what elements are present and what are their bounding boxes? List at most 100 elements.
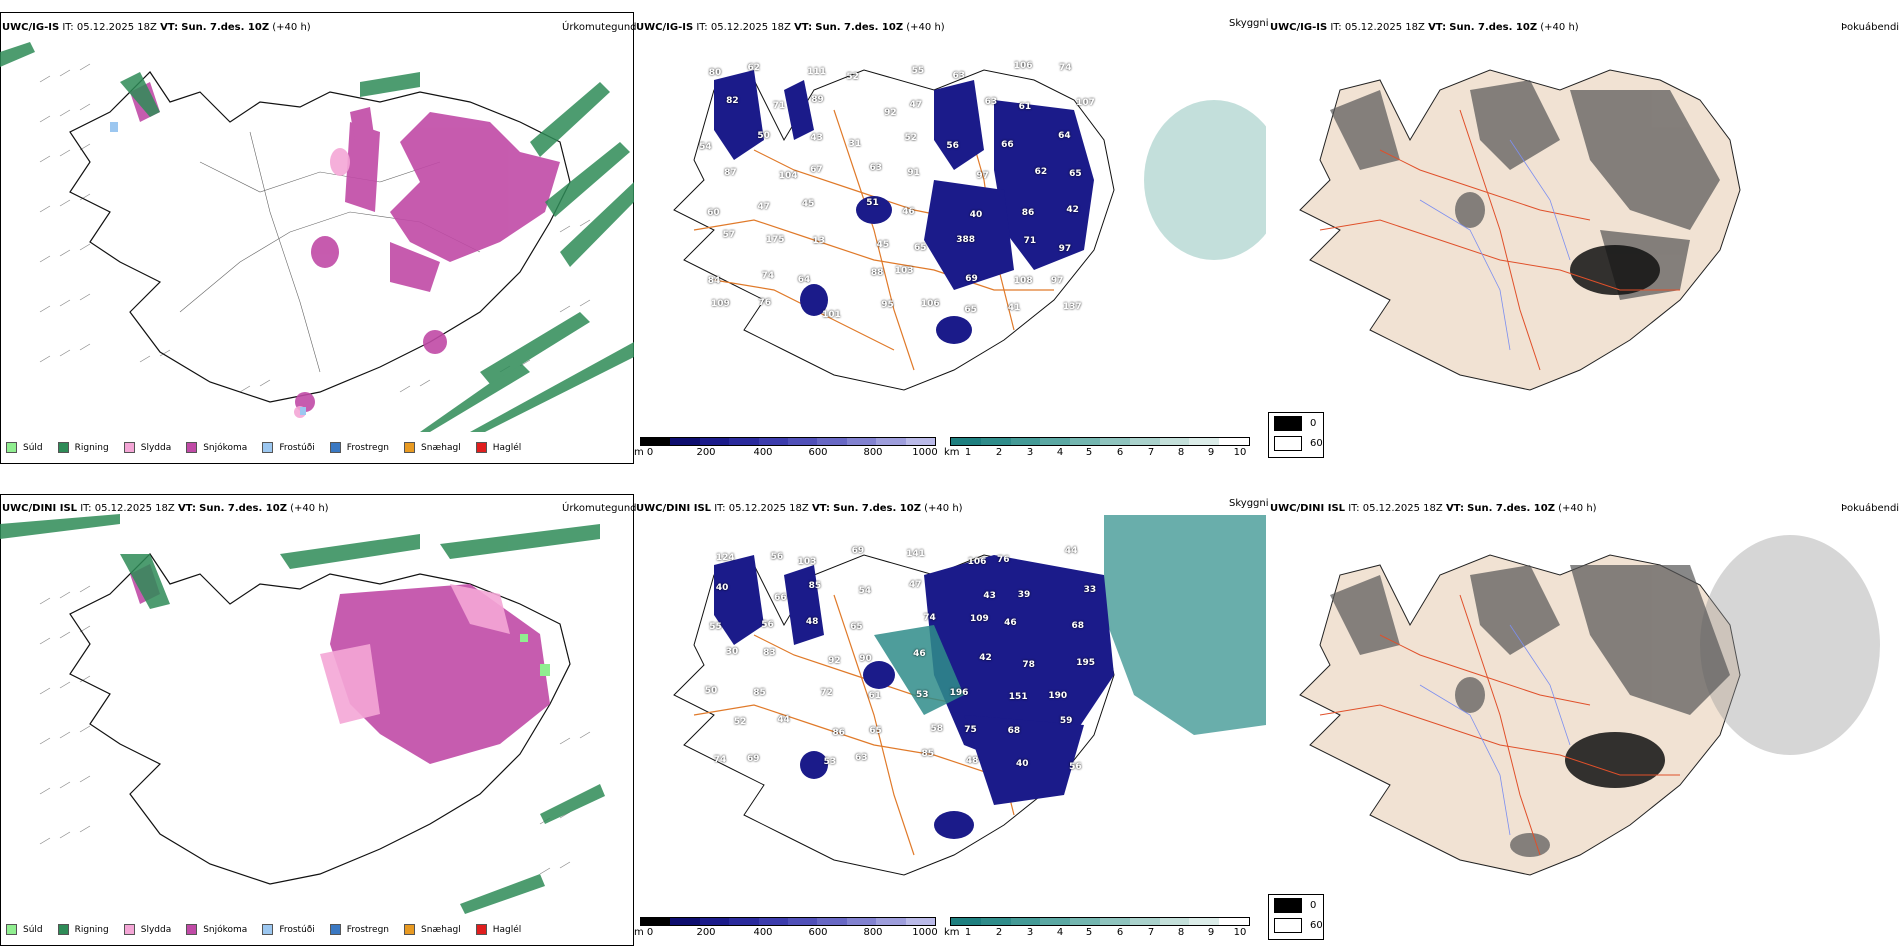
legend-label: Rigning xyxy=(74,924,109,935)
visibility-unit: km xyxy=(944,447,960,458)
legend-swatch xyxy=(123,442,135,453)
panel-visibility-bottom: 124 56 103 69 141 106 76 44 40 66 85 54 47 43 39 33 55 56… xyxy=(634,515,1266,925)
legend-item: Slydda xyxy=(123,924,171,935)
visibility-value-label: 74 xyxy=(1058,63,1072,74)
visibility-value-label: 48 xyxy=(805,617,819,628)
visibility-value-label: 41 xyxy=(1007,302,1021,313)
visibility-tick: 1 xyxy=(964,927,972,938)
panel-fog-bottom xyxy=(1270,515,1900,925)
visibility-low-areas xyxy=(714,555,1114,839)
vt-label: VT: xyxy=(794,22,813,33)
visibility-labels-top: 80 62 111 52 55 63 106 74 82 71 89 92 47 63 61 107 54 50 4… xyxy=(634,30,1266,440)
lead-time: (+40 h) xyxy=(272,22,311,33)
vt-value: Sun. 7.des. 10Z xyxy=(1449,22,1538,33)
visibility-value-label: 74 xyxy=(923,613,936,624)
precip-freezing-drizzle xyxy=(110,122,306,415)
visibility-value-label: 103 xyxy=(894,266,914,277)
height-colorbar-top: m 0 200 400 600 800 1000 xyxy=(634,437,938,460)
panel-header: UWC/DINI ISL IT: 05.12.2025 18Z VT: Sun.… xyxy=(1270,503,1597,514)
visibility-value-label: 62 xyxy=(1034,166,1048,177)
visibility-tick: 9 xyxy=(1207,927,1215,938)
visibility-value-label: 78 xyxy=(1022,659,1035,670)
visibility-value-label: 88 xyxy=(870,267,884,278)
vt-value: Sun. 7.des. 10Z xyxy=(833,503,921,514)
visibility-map xyxy=(673,69,1266,391)
fog-legend-label: 60 xyxy=(1310,919,1323,931)
visibility-value-label: 59 xyxy=(1059,715,1073,726)
vt-label: VT: xyxy=(811,503,830,514)
visibility-value-label: 106 xyxy=(920,298,940,309)
it-value: 05.12.2025 18Z xyxy=(1362,503,1443,514)
visibility-value-label: 58 xyxy=(930,724,943,735)
visibility-value-label: 80 xyxy=(708,67,722,78)
legend-item: Haglél xyxy=(475,924,521,935)
visibility-value-label: 109 xyxy=(969,613,989,624)
vt-value: Sun. 7.des. 10Z xyxy=(815,22,904,33)
visibility-unit: km xyxy=(944,927,960,938)
fog-legend-swatch xyxy=(1274,917,1302,933)
fog-legend-top: 0 60 xyxy=(1268,412,1324,458)
precip-legend: Súld Rigning Slydda Snjókoma Frostúði Fr… xyxy=(6,442,536,453)
visibility-value-label: 92 xyxy=(828,655,841,666)
visibility-value-label: 89 xyxy=(811,94,824,105)
visibility-value-label: 53 xyxy=(915,690,929,701)
visibility-tick: 5 xyxy=(1085,447,1093,458)
panel-fog-top xyxy=(1270,30,1900,440)
height-tick: 600 xyxy=(808,447,828,458)
fog-legend-row: 60 xyxy=(1269,433,1323,453)
visibility-value-label: 44 xyxy=(1064,545,1078,556)
visibility-value-label: 48 xyxy=(965,756,979,767)
visibility-teal-field xyxy=(1104,515,1266,735)
lead-time: (+40 h) xyxy=(906,22,945,33)
panel-title: Þokuábendi xyxy=(1841,503,1900,514)
model-name: UWC/DINI ISL xyxy=(2,503,78,514)
visibility-teal-areas xyxy=(874,625,964,715)
fog-legend-label: 0 xyxy=(1310,417,1317,429)
visibility-value-label: 31 xyxy=(848,138,862,149)
legend-swatch xyxy=(329,442,341,453)
visibility-value-label: 47 xyxy=(909,580,922,591)
height-tick: 0 xyxy=(646,927,654,938)
visibility-colorbar-cells xyxy=(950,917,1250,926)
visibility-value-label: 56 xyxy=(770,552,784,563)
visibility-tick: 9 xyxy=(1207,447,1215,458)
visibility-value-label: 82 xyxy=(726,96,739,107)
visibility-value-label: 103 xyxy=(797,557,817,568)
legend-label: Snæhagl xyxy=(421,924,461,935)
visibility-tick: 3 xyxy=(1026,447,1034,458)
visibility-value-label: 196 xyxy=(949,687,969,698)
precip-map xyxy=(0,514,605,914)
it-label: IT: xyxy=(1348,503,1360,514)
legend-label: Snjókoma xyxy=(203,924,248,935)
visibility-value-label: 43 xyxy=(983,591,996,602)
legend-item: Frostúði xyxy=(262,442,315,453)
visibility-value-label: 86 xyxy=(1021,208,1035,219)
visibility-value-label: 69 xyxy=(851,545,865,556)
precip-rain-areas xyxy=(0,42,634,432)
lead-time: (+40 h) xyxy=(1558,503,1597,514)
visibility-value-label: 95 xyxy=(881,300,894,311)
it-value: 05.12.2025 18Z xyxy=(1344,22,1425,33)
visibility-tick: 8 xyxy=(1177,447,1185,458)
visibility-value-label: 40 xyxy=(715,583,729,594)
height-tick: 1000 xyxy=(912,447,938,458)
fog-legend-swatch xyxy=(1274,435,1302,451)
height-colorbar-cells xyxy=(640,917,936,926)
visibility-tick: 3 xyxy=(1026,927,1034,938)
fog-map xyxy=(1299,535,1880,876)
visibility-value-label: 85 xyxy=(753,688,766,699)
visibility-value-label: 141 xyxy=(906,549,926,560)
visibility-value-label: 151 xyxy=(1008,692,1028,703)
visibility-value-label: 60 xyxy=(707,207,720,218)
legend-item: Snjókoma xyxy=(186,924,247,935)
legend-item: Frostúði xyxy=(262,924,315,935)
lead-time: (+40 h) xyxy=(290,503,329,514)
precip-rain-areas xyxy=(0,514,605,914)
panel-title: Úrkomutegund xyxy=(562,503,637,514)
visibility-tick: 5 xyxy=(1085,927,1093,938)
visibility-value-label: 97 xyxy=(1058,243,1072,254)
visibility-value-label: 106 xyxy=(1013,61,1033,72)
visibility-value-label: 64 xyxy=(1058,131,1071,142)
visibility-value-label: 66 xyxy=(774,592,787,603)
panel-title: Úrkomutegund xyxy=(562,22,637,33)
